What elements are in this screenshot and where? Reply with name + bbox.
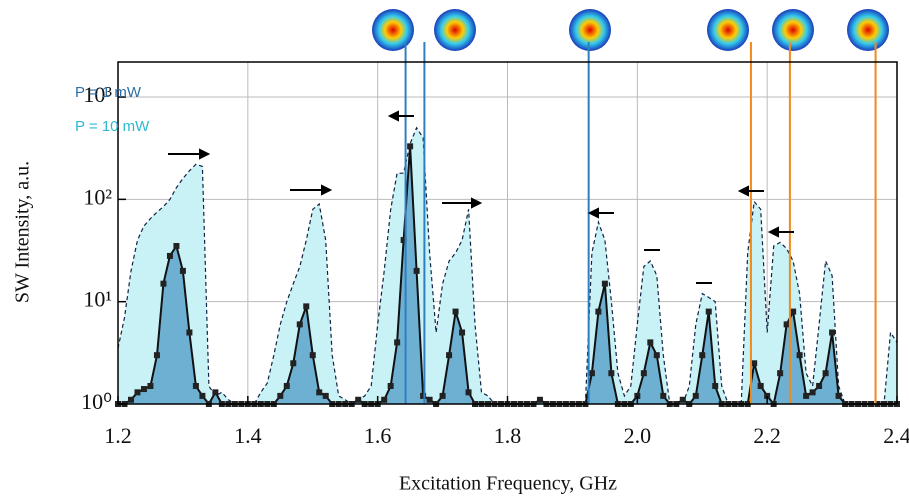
marker: [660, 392, 667, 399]
legend-entry: P = 1 mW: [75, 84, 142, 101]
marker: [459, 329, 466, 336]
marker: [309, 352, 316, 359]
marker: [277, 392, 284, 399]
marker: [446, 352, 453, 359]
marker: [816, 382, 823, 389]
marker: [153, 352, 160, 359]
marker: [777, 370, 784, 377]
marker: [809, 389, 816, 396]
marker: [647, 339, 654, 346]
marker: [186, 329, 193, 336]
y-axis-title: SW Intensity, a.u.: [12, 161, 34, 303]
marker: [790, 308, 797, 315]
marker: [608, 370, 615, 377]
area: [118, 127, 897, 405]
arrows: [168, 110, 794, 284]
marker: [303, 303, 310, 310]
marker: [757, 382, 764, 389]
marker: [192, 382, 199, 389]
marker: [829, 329, 836, 336]
x-tick-label: 1.6: [364, 423, 392, 448]
marker: [400, 237, 407, 244]
marker: [413, 267, 420, 274]
marker: [166, 252, 173, 259]
marker: [536, 396, 543, 403]
marker: [316, 389, 323, 396]
marker: [439, 392, 446, 399]
marker: [634, 392, 641, 399]
marker: [140, 386, 147, 393]
plot-area: 1.2 1.4 1.6 1.8 2.0 2.2 2.4 10⁰ 10¹ 10² 10³: [81, 42, 909, 448]
marker: [803, 392, 810, 399]
marker: [796, 352, 803, 359]
marker: [179, 267, 186, 274]
marker: [601, 280, 608, 287]
marker: [199, 392, 206, 399]
marker: [764, 392, 771, 399]
marker: [835, 392, 842, 399]
marker: [147, 382, 154, 389]
x-tick-label: 2.2: [753, 423, 781, 448]
marker: [296, 321, 303, 328]
marker: [407, 143, 414, 150]
x-tick-label: 2.4: [883, 423, 909, 448]
x-tick-label: 2.0: [624, 423, 652, 448]
x-axis-title: Excitation Frequency, GHz: [399, 473, 617, 495]
marker: [160, 280, 167, 287]
marker: [420, 392, 427, 399]
marker: [699, 352, 706, 359]
x-tick-label: 1.2: [104, 423, 132, 448]
marker: [679, 396, 686, 403]
mode-images: [372, 9, 889, 51]
marker: [640, 370, 647, 377]
marker: [394, 339, 401, 346]
marker: [465, 389, 472, 396]
x-tick-label: 1.8: [494, 423, 522, 448]
marker: [595, 308, 602, 315]
marker: [712, 382, 719, 389]
legend-entry: P = 10 mW: [75, 118, 150, 135]
y-tick-label: 10¹: [83, 287, 112, 312]
marker: [173, 243, 180, 250]
y-tick-label: 10⁰: [81, 389, 112, 414]
marker: [692, 392, 699, 399]
marker: [783, 321, 790, 328]
marker: [381, 396, 388, 403]
marker: [355, 396, 362, 403]
y-tick-label: 10³: [83, 82, 112, 107]
x-tick-label: 1.4: [234, 423, 262, 448]
marker: [322, 392, 329, 399]
marker: [705, 308, 712, 315]
marker: [588, 370, 595, 377]
marker: [212, 389, 219, 396]
marker: [134, 389, 141, 396]
y-tick-label: 10²: [83, 184, 112, 209]
marker: [822, 370, 829, 377]
marker: [426, 396, 433, 403]
marker: [290, 360, 297, 367]
marker: [127, 396, 134, 403]
marker: [283, 382, 290, 389]
marker: [653, 352, 660, 359]
marker: [751, 360, 758, 367]
marker: [387, 382, 394, 389]
marker: [452, 308, 459, 315]
